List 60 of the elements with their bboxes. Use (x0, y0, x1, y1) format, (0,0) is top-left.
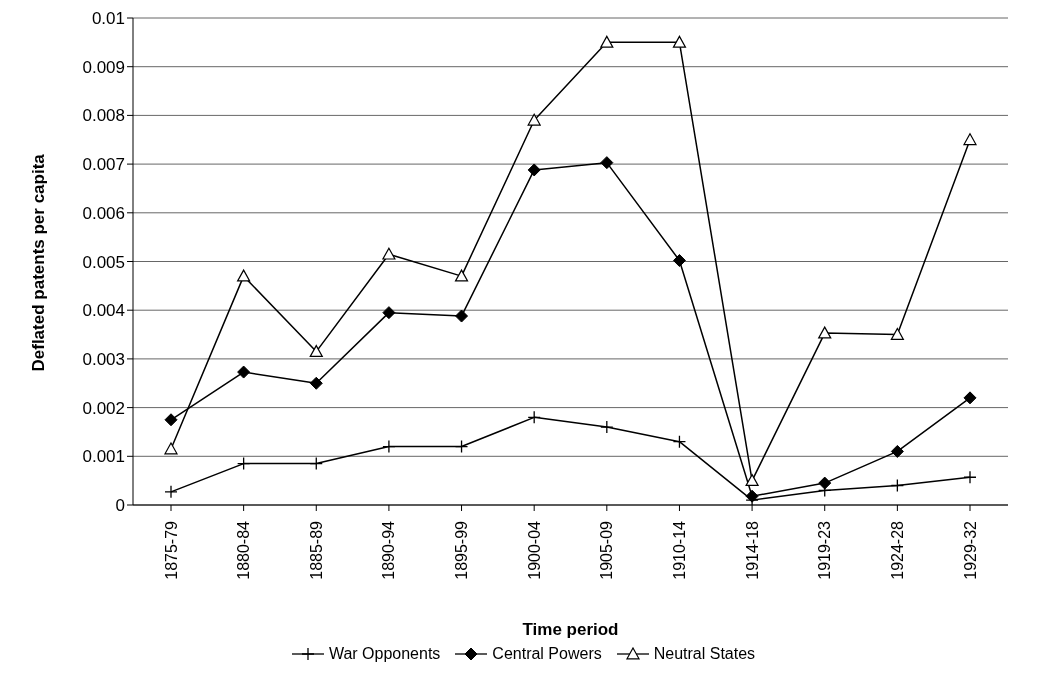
x-tick-label: 1900-04 (525, 520, 543, 580)
x-tick-label: 1895-99 (453, 520, 471, 580)
point (600, 156, 614, 170)
point (600, 35, 614, 48)
point (382, 247, 396, 260)
point (454, 439, 469, 454)
point (382, 439, 396, 454)
point (963, 470, 977, 484)
legend-label: Central Powers (492, 645, 602, 663)
point (963, 391, 977, 405)
point (455, 309, 469, 323)
y-tick-label: 0.009 (82, 57, 125, 77)
y-tick-label: 0.004 (82, 301, 125, 321)
point (890, 327, 904, 340)
point (164, 442, 178, 455)
point (236, 456, 251, 471)
point (454, 269, 469, 282)
y-tick-label: 0.001 (82, 447, 125, 467)
point (309, 345, 323, 357)
point (672, 435, 687, 449)
x-tick-label: 1905-09 (598, 520, 616, 580)
x-tick-label: 1890-94 (380, 520, 398, 580)
legend-label: Neutral States (653, 645, 756, 663)
point (309, 456, 323, 471)
point (963, 133, 977, 146)
x-tick-label: 1880-84 (235, 520, 253, 580)
point (237, 269, 251, 282)
y-tick-label: 0.005 (82, 252, 125, 272)
point (890, 444, 904, 458)
x-tick-label: 1875-79 (162, 520, 180, 580)
y-tick-label: 0 (115, 496, 125, 516)
x-axis-title: Time period (522, 620, 619, 639)
point (164, 413, 178, 427)
y-tick-label: 0.002 (82, 398, 125, 418)
y-tick-label: 0.006 (82, 203, 125, 223)
point (527, 163, 541, 177)
point (382, 306, 396, 320)
x-tick-label: 1885-89 (307, 520, 325, 580)
y-axis-title: Deflated patents per capita (29, 153, 49, 372)
y-tick-label: 0.008 (82, 106, 125, 126)
y-tick-label: 0.01 (91, 9, 125, 29)
point (818, 476, 832, 490)
point (600, 420, 614, 434)
x-tick-label: 1929-32 (961, 520, 979, 580)
legend-label: War Opponents (328, 645, 441, 663)
y-tick-label: 0.003 (82, 349, 125, 369)
x-tick-label: 1924-28 (888, 520, 906, 580)
point (818, 326, 832, 339)
point (527, 113, 541, 126)
y-tick-label: 0.007 (82, 155, 125, 175)
point (745, 474, 759, 487)
point (527, 410, 541, 424)
point (309, 376, 323, 390)
x-tick-label: 1919-23 (816, 520, 834, 580)
point (237, 365, 251, 379)
x-tick-label: 1914-18 (743, 520, 761, 580)
point (890, 478, 905, 493)
point (164, 485, 178, 499)
point (672, 254, 686, 268)
x-tick-label: 1910-14 (670, 520, 688, 580)
